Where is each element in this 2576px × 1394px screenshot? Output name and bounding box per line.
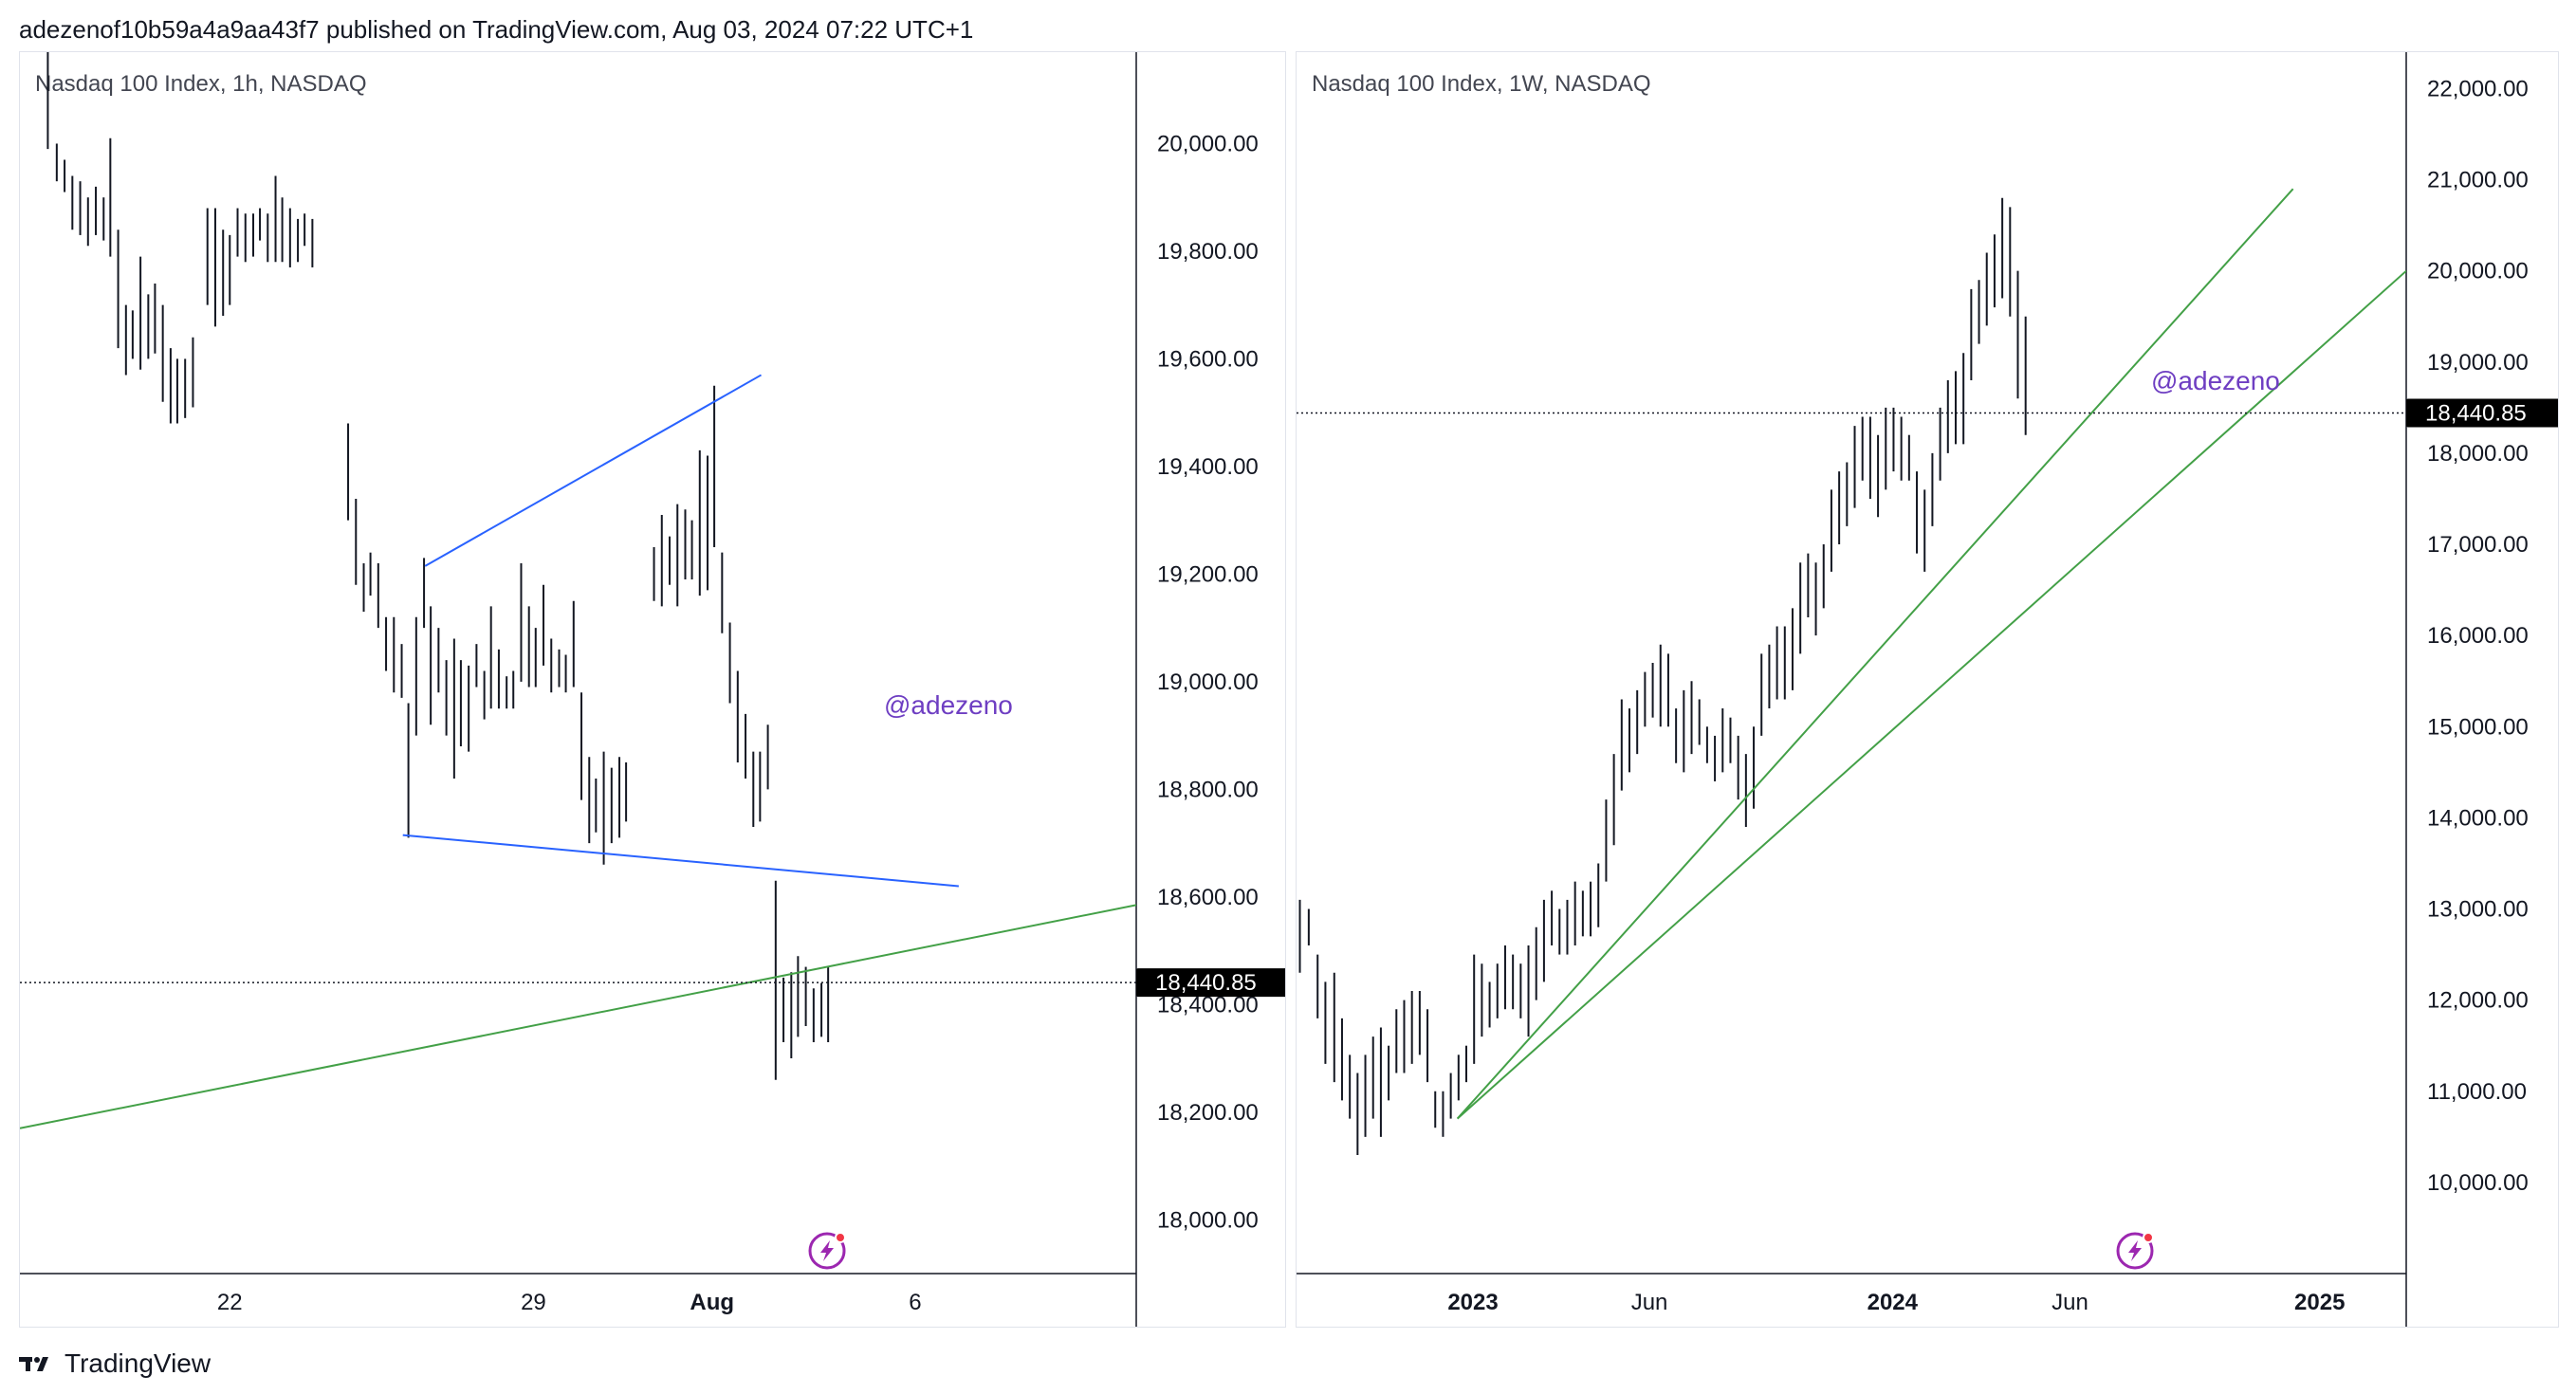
blue-trend-line[interactable] [424, 374, 763, 567]
green-trend-line[interactable] [20, 904, 1136, 1129]
price-tick-label: 18,800.00 [1157, 777, 1259, 802]
price-tick-label: 16,000.00 [2427, 623, 2529, 649]
lightning-replay-icon[interactable] [2116, 1232, 2154, 1270]
price-tick-label: 21,000.00 [2427, 168, 2529, 193]
blue-trend-line[interactable] [402, 834, 959, 888]
chart-title: Nasdaq 100 Index, 1h, NASDAQ [35, 71, 367, 97]
time-tick-label: 2025 [2294, 1290, 2345, 1315]
time-tick-label: 2023 [1447, 1290, 1498, 1315]
lightning-bolt [820, 1240, 834, 1261]
time-tick-label: Aug [690, 1290, 734, 1315]
price-tick-label: 19,600.00 [1157, 346, 1259, 372]
chart-canvas-1w[interactable]: @adezeno 22,000.00 21,000.00 20,000.00 19,00… [1297, 52, 2559, 1328]
price-tick-label: 20,000.00 [1157, 131, 1259, 156]
plot-area[interactable]: @adezeno [20, 52, 1136, 1129]
price-tick-label: 13,000.00 [2427, 897, 2529, 923]
publication-header: adezenof10b59a4a9aa43f7 published on Tra… [19, 15, 974, 44]
price-tick-label: 18,200.00 [1157, 1100, 1259, 1126]
price-tick-label: 22,000.00 [2427, 76, 2529, 101]
tradingview-footer[interactable]: TradingView [19, 1348, 211, 1379]
last-price-badge: 18,440.85 [1136, 968, 1285, 998]
price-tick-label: 19,200.00 [1157, 561, 1259, 587]
green-trend-line[interactable] [1456, 269, 2406, 1120]
last-price-badge: 18,440.85 [2406, 398, 2558, 428]
time-tick-label: 2024 [1868, 1290, 1919, 1315]
lightning-replay-icon[interactable] [808, 1232, 846, 1270]
lightning-bolt [2128, 1240, 2142, 1261]
price-tick-label: 11,000.00 [2427, 1079, 2527, 1105]
lightning-ring [2116, 1232, 2154, 1270]
price-tick-label: 12,000.00 [2427, 988, 2529, 1014]
time-tick-label: Jun [2052, 1290, 2088, 1315]
green-trend-line[interactable] [1456, 188, 2294, 1120]
lightning-ring [808, 1232, 846, 1270]
plot-area[interactable]: @adezeno [1298, 188, 2406, 1156]
price-tick-label: 18,000.00 [1157, 1207, 1259, 1233]
price-tick-label: 18,600.00 [1157, 885, 1259, 910]
last-price-label: 18,440.85 [1155, 970, 1257, 996]
time-tick-label: 22 [217, 1290, 243, 1315]
chart-panel-1h[interactable]: Nasdaq 100 Index, 1h, NASDAQ @adezeno 20,… [19, 51, 1286, 1328]
price-tick-label: 14,000.00 [2427, 805, 2529, 831]
price-tick-label: 18,000.00 [2427, 441, 2529, 467]
notification-dot [835, 1232, 846, 1243]
price-tick-label: 19,800.00 [1157, 239, 1259, 265]
price-tick-label: 17,000.00 [2427, 532, 2529, 558]
watermark-text: @adezeno [884, 690, 1013, 720]
last-price-badge-bg [2406, 398, 2558, 428]
chart-canvas-1h[interactable]: @adezeno 20,000.00 19,800.00 19,600.00 19,40… [20, 52, 1286, 1328]
last-price-label: 18,440.85 [2425, 401, 2527, 427]
time-tick-label: 29 [521, 1290, 546, 1315]
price-tick-label: 20,000.00 [2427, 259, 2529, 284]
price-tick-label: 15,000.00 [2427, 714, 2529, 740]
notification-dot [2143, 1232, 2154, 1243]
time-tick-label: 6 [909, 1290, 921, 1315]
last-price-badge-bg [1136, 968, 1285, 998]
tradingview-logo-icon [19, 1357, 48, 1371]
price-tick-label: 10,000.00 [2427, 1170, 2529, 1196]
chart-title: Nasdaq 100 Index, 1W, NASDAQ [1312, 71, 1651, 97]
price-tick-label: 19,000.00 [1157, 669, 1259, 695]
tradingview-brand: TradingView [64, 1348, 212, 1378]
watermark-text: @adezeno [2151, 366, 2280, 395]
chart-panel-1w[interactable]: Nasdaq 100 Index, 1W, NASDAQ @adezeno 22,… [1296, 51, 2559, 1328]
time-tick-label: Jun [1631, 1290, 1668, 1315]
price-tick-label: 19,000.00 [2427, 350, 2529, 376]
price-tick-label: 19,400.00 [1157, 454, 1259, 480]
